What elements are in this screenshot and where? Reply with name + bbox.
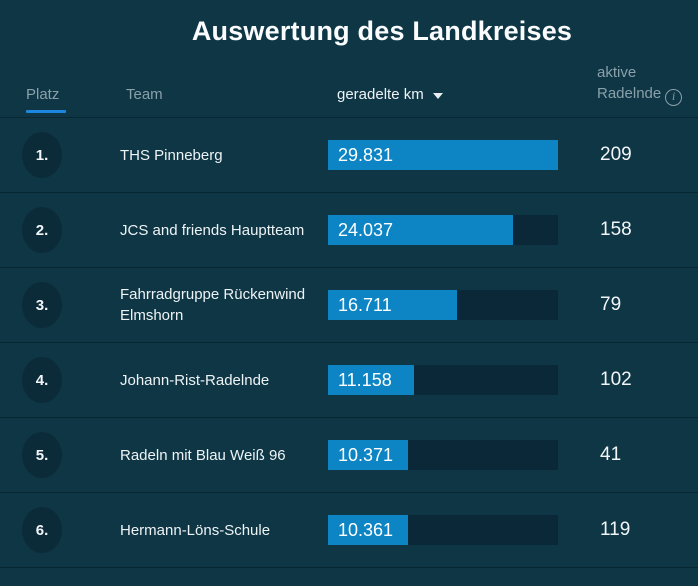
rank-badge: 3.	[22, 282, 62, 328]
km-bar-fill: 16.711	[328, 290, 457, 320]
active-riders-count: 102	[600, 369, 632, 390]
team-name: Johann-Rist-Radelnde	[120, 371, 270, 389]
table-row[interactable]: 3. Fahrradgruppe Rückenwind Elmshorn 16.…	[0, 268, 698, 343]
km-bar-track: 10.371	[328, 440, 558, 470]
rank-badge: 5.	[22, 432, 62, 478]
column-header-team: Team	[126, 86, 163, 103]
km-bar-fill: 10.361	[328, 515, 408, 545]
page-title: Auswertung des Landkreises	[191, 16, 573, 46]
km-value: 16.711	[338, 294, 392, 315]
km-bar-cell: 29.831	[320, 140, 580, 170]
km-bar-fill: 24.037	[328, 215, 514, 245]
column-header-platz-label: Platz	[26, 86, 60, 103]
active-riders-count: 119	[600, 519, 631, 540]
rank-badge: 1.	[22, 132, 62, 178]
active-column-underline	[26, 110, 66, 113]
team-name: THS Pinneberg	[120, 146, 223, 164]
team-name: Fahrradgruppe Rückenwind Elmshorn	[120, 286, 306, 324]
column-header-active: aktive Radelnde i	[580, 62, 698, 118]
column-header-km-label: geradelte km	[337, 86, 424, 103]
sort-desc-icon	[432, 93, 443, 99]
rank-badge: 2.	[22, 207, 62, 253]
table-row[interactable]: 2. JCS and friends Hauptteam 24.037 158	[0, 193, 698, 268]
info-icon[interactable]: i	[665, 89, 683, 106]
km-bar-track: 16.711	[328, 290, 558, 320]
km-value: 10.361	[338, 519, 394, 540]
rank-badge: 4.	[22, 357, 62, 403]
table-row[interactable]: 6. Hermann-Löns-Schule 10.361 119	[0, 493, 698, 568]
km-bar-cell: 11.158	[320, 365, 580, 395]
km-bar-fill: 10.371	[328, 440, 409, 470]
table-row[interactable]: 4. Johann-Rist-Radelnde 11.158 102	[0, 343, 698, 418]
next-row-partial	[0, 568, 698, 576]
km-bar-track: 10.361	[328, 515, 558, 545]
km-bar-cell: 10.361	[320, 515, 580, 545]
km-bar-fill: 29.831	[328, 140, 558, 170]
km-value: 11.158	[338, 369, 392, 390]
team-name: JCS and friends Hauptteam	[120, 221, 305, 239]
column-header-active-line1: aktive	[597, 63, 637, 81]
team-name: Hermann-Löns-Schule	[120, 521, 271, 539]
km-bar-cell: 24.037	[320, 215, 580, 245]
active-riders-count: 79	[600, 294, 622, 315]
table-row[interactable]: 1. THS Pinneberg 29.831 209	[0, 118, 698, 193]
km-bar-cell: 16.711	[320, 290, 580, 320]
km-bar-track: 11.158	[328, 365, 558, 395]
km-value: 24.037	[338, 219, 394, 240]
team-name: Radeln mit Blau Weiß 96	[120, 446, 286, 464]
km-bar-cell: 10.371	[320, 440, 580, 470]
column-header-km-sort[interactable]: geradelte km	[320, 86, 580, 117]
km-value: 10.371	[338, 444, 394, 465]
table-row[interactable]: 5. Radeln mit Blau Weiß 96 10.371 41	[0, 418, 698, 493]
rank-badge: 6.	[22, 507, 62, 553]
table-header-row: Platz Team geradelte km aktive Radelnde i	[0, 53, 698, 118]
column-header-platz[interactable]: Platz	[0, 86, 72, 117]
active-riders-count: 41	[600, 444, 622, 465]
column-header-active-line2: Radelnde	[597, 84, 662, 102]
active-riders-count: 209	[600, 144, 632, 165]
km-bar-track: 24.037	[328, 215, 558, 245]
active-riders-count: 158	[600, 219, 632, 240]
km-bar-fill: 11.158	[328, 365, 415, 395]
km-bar-track: 29.831	[328, 140, 558, 170]
km-value: 29.831	[338, 144, 394, 165]
